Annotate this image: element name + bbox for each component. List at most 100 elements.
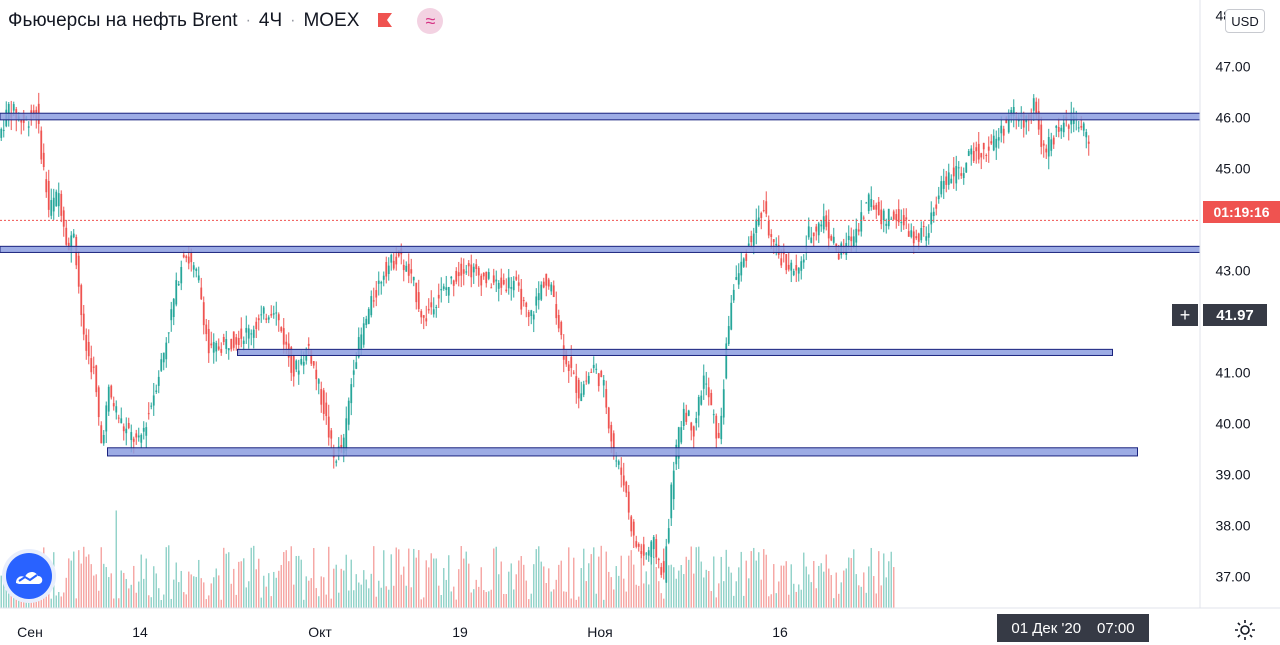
support-resistance-zones[interactable] xyxy=(0,112,1201,457)
candle xyxy=(335,459,338,467)
volume-bar xyxy=(158,588,160,608)
price-zone[interactable] xyxy=(0,112,1201,121)
candle xyxy=(585,371,588,385)
candle xyxy=(672,461,675,510)
volume-bar xyxy=(830,575,832,608)
candle xyxy=(867,192,870,214)
volume-bar xyxy=(780,565,782,608)
volume-bar xyxy=(628,555,630,608)
candle xyxy=(387,257,390,281)
crosshair-date: 01 Дек '20 xyxy=(1011,619,1082,637)
price-zone[interactable] xyxy=(0,245,1201,253)
candle xyxy=(420,309,423,324)
candle xyxy=(100,421,103,444)
volume-bar xyxy=(223,547,225,608)
volume-bar xyxy=(175,562,177,608)
volume-bar xyxy=(163,594,165,608)
volume-bar xyxy=(648,584,650,608)
volume-bar xyxy=(218,575,220,608)
volume-bar xyxy=(838,593,840,608)
volume-bar xyxy=(350,559,352,608)
candle xyxy=(532,311,535,333)
volume-bar xyxy=(298,555,300,608)
volume-bar xyxy=(105,567,107,608)
candle xyxy=(972,142,975,163)
time-tick-label: Сен xyxy=(17,624,43,640)
candle xyxy=(530,309,533,325)
volume-bar xyxy=(85,556,87,608)
candle xyxy=(762,200,765,213)
volume-bar xyxy=(850,557,852,608)
candle xyxy=(950,174,953,184)
volume-bar xyxy=(420,599,422,608)
candle xyxy=(542,277,545,289)
volume-bar xyxy=(63,592,65,608)
candle xyxy=(212,333,215,364)
add-alert-plus-button[interactable]: + xyxy=(1172,304,1198,326)
candle xyxy=(260,305,263,323)
candle xyxy=(632,519,635,549)
candle xyxy=(817,221,820,244)
candle xyxy=(925,226,928,248)
candle xyxy=(695,411,698,431)
time-tick-label: Ноя xyxy=(587,624,612,640)
volume-bar xyxy=(445,579,447,608)
volume-bar xyxy=(413,548,415,608)
volume-bar xyxy=(315,588,317,608)
candle xyxy=(807,217,810,240)
volume-bar xyxy=(505,594,507,608)
volume-bar xyxy=(240,561,242,608)
candle xyxy=(952,157,955,189)
volume-bar xyxy=(665,571,667,608)
volume-bar xyxy=(605,551,607,608)
volume-bar xyxy=(235,594,237,608)
volume-bar xyxy=(285,550,287,608)
volume-bar xyxy=(645,571,647,608)
candle xyxy=(165,337,168,368)
volume-bar xyxy=(603,599,605,608)
tradingview-logo[interactable] xyxy=(6,553,52,599)
price-zone[interactable] xyxy=(107,447,1138,457)
volume-bar xyxy=(260,597,262,608)
volume-bar xyxy=(135,592,137,608)
price-tick-label: 47.00 xyxy=(1215,58,1250,74)
candle xyxy=(800,256,803,280)
volume-bar xyxy=(75,598,77,608)
volume-bar xyxy=(690,546,692,608)
symbol-title[interactable]: Фьючерсы на нефть Brent xyxy=(8,10,238,31)
volume-bar xyxy=(78,550,80,608)
candle xyxy=(145,422,148,448)
volume-bar xyxy=(408,548,410,608)
volume-bar xyxy=(613,589,615,608)
interval-label[interactable]: 4Ч xyxy=(258,10,283,31)
candle xyxy=(252,325,255,349)
candle xyxy=(245,315,248,344)
candle xyxy=(620,457,623,488)
volume-bar xyxy=(848,557,850,608)
volume-bar xyxy=(775,593,777,608)
price-axis[interactable]: 48.0047.0046.0045.0043.0041.0040.0039.00… xyxy=(1215,7,1250,584)
volume-bar xyxy=(523,564,525,608)
volume-bar xyxy=(118,598,120,608)
volume-bar xyxy=(500,561,502,608)
volume-bar xyxy=(653,556,655,608)
candle xyxy=(617,459,620,470)
volume-bar xyxy=(718,583,720,608)
volume-bar xyxy=(90,564,92,608)
time-axis[interactable]: Сен 14 Окт 19 Ноя 16 xyxy=(17,624,788,640)
currency-button[interactable]: USD xyxy=(1225,9,1265,33)
settings-gear-icon[interactable] xyxy=(1232,618,1258,642)
price-zone[interactable] xyxy=(237,348,1113,356)
candle xyxy=(1000,116,1003,143)
candle xyxy=(707,377,710,406)
cloud-chart-icon xyxy=(16,571,43,584)
flag-icon[interactable] xyxy=(375,11,395,31)
candle xyxy=(935,196,938,216)
candle xyxy=(737,263,740,289)
delayed-data-icon[interactable]: ≈ xyxy=(417,8,444,34)
volume-bar xyxy=(210,583,212,608)
volume-bar xyxy=(733,595,735,608)
volume-bar xyxy=(148,595,150,608)
candle xyxy=(527,309,530,327)
